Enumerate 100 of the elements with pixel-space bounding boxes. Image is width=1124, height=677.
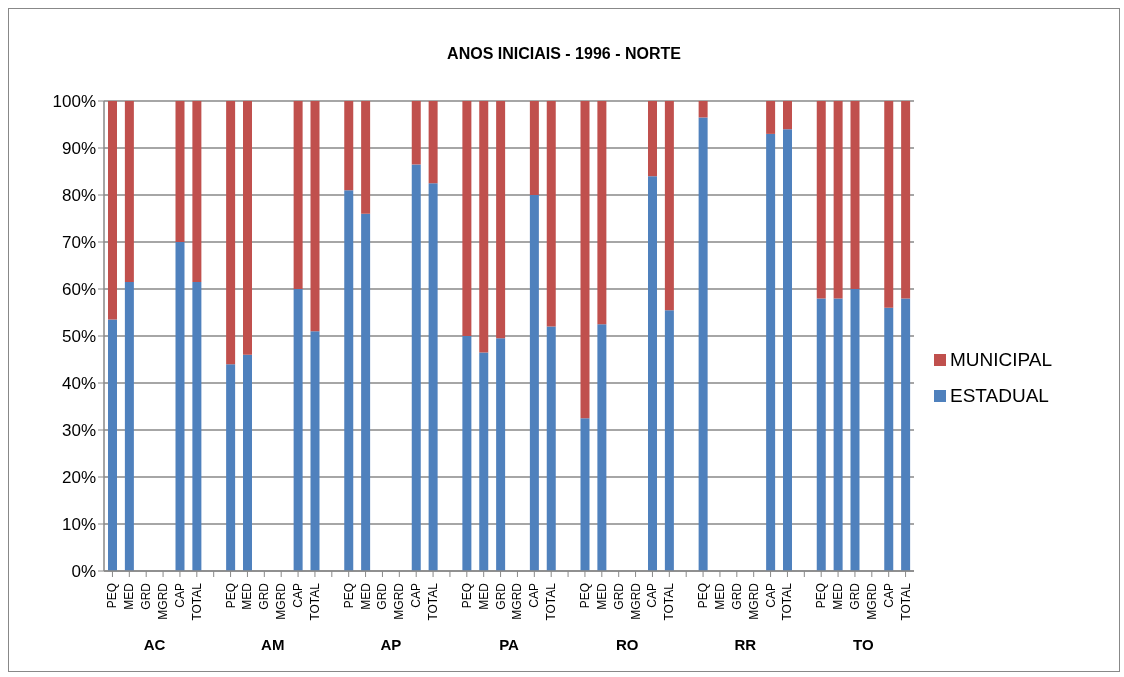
bar (529, 101, 539, 195)
bar (698, 117, 708, 571)
text: PA (498, 636, 520, 653)
x-tick-label: TOTAL (544, 582, 559, 621)
bar (411, 164, 421, 571)
x-tick-label: MED (594, 582, 609, 610)
bar (529, 195, 539, 571)
bar (226, 101, 236, 365)
bar (580, 418, 590, 571)
legend-label: MUNICIPAL (950, 349, 1053, 371)
x-tick-label: GRD (729, 582, 744, 610)
bar (344, 101, 354, 191)
bar (361, 213, 371, 571)
y-tick-label: 80% (61, 186, 96, 206)
x-tick-label: TOTAL (898, 582, 913, 621)
x-tick-label: TOTAL (662, 582, 677, 621)
x-tick-label: GRD (493, 582, 508, 610)
bar (901, 101, 911, 299)
x-tick-label: MGRD (392, 582, 407, 620)
x-tick-label: CAP (409, 583, 424, 608)
x-tick-label: CAP (291, 583, 306, 608)
y-tick-label: 60% (61, 280, 96, 300)
bar (901, 298, 911, 571)
bar (175, 242, 185, 571)
text: RR (733, 636, 758, 653)
bar (664, 101, 674, 311)
x-tick-label: GRD (375, 582, 390, 610)
bar (850, 289, 860, 571)
x-tick-label: PEQ (696, 583, 711, 609)
bar (479, 101, 489, 353)
bar (108, 101, 117, 320)
legend-label: ESTADUAL (950, 385, 1049, 407)
bar (664, 310, 674, 571)
bar (243, 354, 252, 571)
bar (226, 364, 236, 571)
x-tick-label: GRD (257, 582, 272, 610)
bar (884, 307, 894, 571)
x-tick-label: TOTAL (426, 582, 441, 621)
text: TO (852, 636, 875, 653)
x-tick-label: MGRD (746, 582, 761, 620)
chart-title: ANOS INICIAIS - 1996 - NORTE (446, 45, 682, 63)
bar (124, 281, 134, 571)
y-tick-label: 50% (61, 327, 96, 347)
text: AM (260, 636, 286, 653)
x-tick-label: MED (476, 582, 491, 610)
x-tick-label: MGRD (628, 582, 643, 620)
x-tick-label: MED (831, 582, 846, 610)
bar (648, 101, 657, 177)
bar (462, 336, 472, 571)
bar (108, 319, 117, 571)
y-tick-label: 100% (52, 92, 96, 112)
bar (783, 129, 792, 571)
bar (124, 101, 134, 282)
x-tick-label: MED (358, 582, 373, 610)
bar (496, 101, 506, 339)
y-tick-label: 30% (61, 421, 96, 441)
bar (496, 338, 506, 571)
bar (428, 101, 438, 184)
bar (546, 101, 556, 327)
y-tick-label: 40% (61, 374, 96, 394)
bar (698, 101, 708, 118)
x-tick-label: CAP (172, 583, 187, 608)
bar (310, 331, 320, 571)
x-tick-label: GRD (139, 582, 154, 610)
text: RO (614, 636, 640, 653)
bar (428, 183, 438, 571)
text: AC (142, 636, 167, 653)
y-tick-label: 70% (61, 233, 96, 253)
bar (766, 101, 776, 134)
bar (850, 101, 860, 289)
x-tick-label: CAP (763, 583, 778, 608)
bar (884, 101, 894, 308)
bar (192, 281, 202, 571)
x-tick-label: MED (122, 582, 137, 610)
y-tick-label: 20% (61, 468, 96, 488)
x-tick-label: TOTAL (780, 582, 795, 621)
bar (462, 101, 472, 336)
bar (479, 352, 489, 571)
x-tick-label: MED (712, 582, 727, 610)
bar (648, 176, 657, 571)
bar (580, 101, 590, 419)
x-tick-label: GRD (847, 582, 862, 610)
bar (816, 101, 826, 299)
x-tick-label: CAP (645, 583, 660, 608)
bar (411, 101, 421, 165)
bar (361, 101, 371, 214)
x-tick-label: PEQ (459, 583, 474, 609)
x-tick-label: MGRD (156, 582, 171, 620)
x-tick-label: MGRD (510, 582, 525, 620)
bar (766, 133, 776, 571)
bar (175, 101, 185, 242)
x-tick-label: TOTAL (307, 582, 322, 621)
bar (546, 326, 556, 571)
x-tick-label: MGRD (864, 582, 879, 620)
x-tick-label: GRD (611, 582, 626, 610)
x-tick-label: MGRD (274, 582, 289, 620)
y-tick-label: 0% (71, 562, 96, 582)
x-tick-label: CAP (881, 583, 896, 608)
y-tick-label: 90% (61, 139, 96, 159)
bar (597, 324, 607, 571)
